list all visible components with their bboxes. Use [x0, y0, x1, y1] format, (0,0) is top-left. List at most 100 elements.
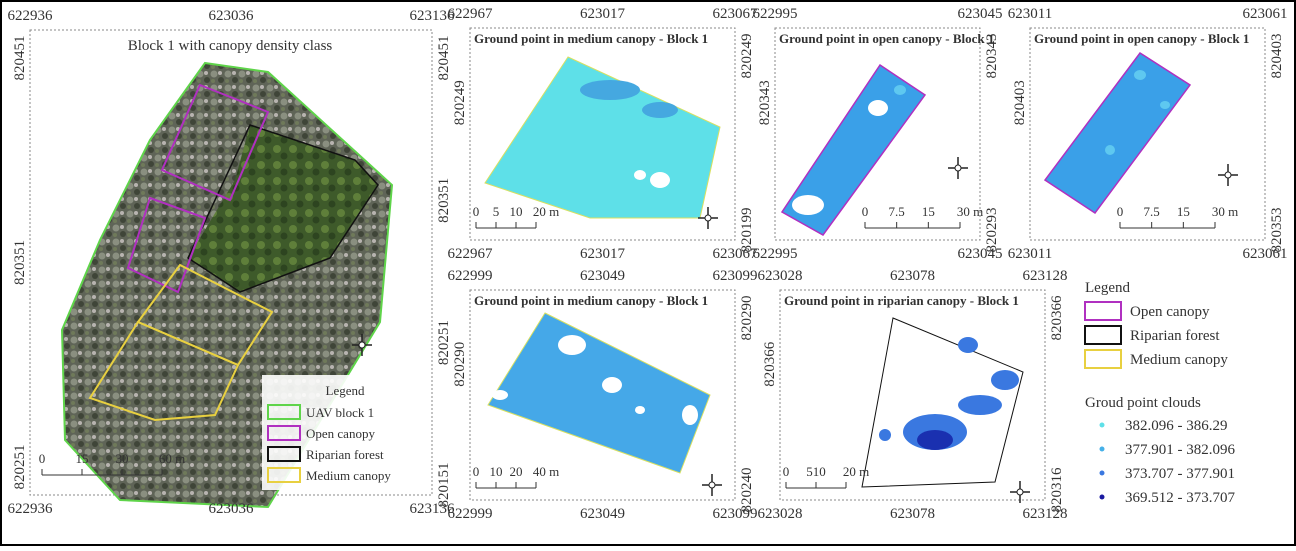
compass: [359, 342, 365, 348]
x-tick-label: 622999: [448, 506, 493, 522]
x-tick-label: 623049: [580, 268, 625, 284]
scale-label: 0: [473, 464, 480, 479]
legend-dot: [1100, 447, 1105, 452]
legend-label: 369.512 - 373.707: [1125, 490, 1235, 506]
x-tick-label: 623017: [580, 6, 626, 22]
panel-title: Ground point in medium canopy - Block 1: [474, 31, 708, 46]
map-patch: [650, 172, 670, 188]
y-tick-label: 820240: [739, 468, 755, 513]
y-tick-label: 820451: [12, 36, 28, 81]
y-tick-label: 820249: [739, 34, 755, 79]
scale-label: 20 m: [843, 464, 869, 479]
y-tick-label: 820451: [436, 36, 452, 81]
y-tick-label: 820366: [1049, 295, 1065, 341]
legend-dot: [1100, 495, 1105, 500]
legend-label: 382.096 - 386.29: [1125, 418, 1228, 434]
x-tick-label: 623036: [209, 501, 255, 517]
scale-label: 40 m: [533, 464, 559, 479]
compass: [1017, 489, 1023, 495]
x-tick-label: 623049: [580, 506, 625, 522]
legend-label: 377.901 - 382.096: [1125, 442, 1235, 458]
legend-title: Legend: [326, 383, 365, 398]
legend-dot: [1100, 471, 1105, 476]
x-tick-label: 623028: [758, 268, 803, 284]
map-patch: [958, 395, 1002, 415]
y-tick-label: 820290: [739, 296, 755, 341]
x-tick-label: 623017: [580, 246, 626, 262]
x-tick-label: 622995: [753, 6, 798, 22]
scale-label: 10: [490, 464, 503, 479]
map-patch: [1105, 145, 1115, 155]
scale-label: 30: [116, 451, 129, 466]
x-tick-label: 623078: [890, 268, 935, 284]
legend-subtitle: Groud point clouds: [1085, 395, 1201, 411]
legend-label: Riparian forest: [1130, 328, 1220, 344]
map-patch: [917, 430, 953, 450]
compass: [705, 215, 711, 221]
scale-label: 0: [1117, 204, 1124, 219]
x-tick-label: 623011: [1008, 246, 1052, 262]
scale-label: 30 m: [957, 204, 983, 219]
map-patch: [1160, 101, 1170, 109]
y-tick-label: 820343: [757, 80, 773, 125]
scale-label: 0: [783, 464, 790, 479]
scale-label: 0: [39, 451, 46, 466]
x-tick-label: 622995: [753, 246, 798, 262]
compass: [709, 482, 715, 488]
map-patch: [1134, 70, 1146, 80]
scale-label: 15: [76, 451, 89, 466]
panel-title: Ground point in riparian canopy - Block …: [784, 293, 1019, 308]
scale-label: 15: [1177, 204, 1190, 219]
legend-label: Medium canopy: [1130, 352, 1228, 368]
scale-label: 20 m: [533, 204, 559, 219]
y-tick-label: 820249: [452, 80, 468, 125]
y-tick-label: 820251: [12, 445, 28, 490]
legend-title: Legend: [1085, 280, 1130, 296]
x-tick-label: 623011: [1008, 6, 1052, 22]
y-tick-label: 820251: [436, 320, 452, 365]
x-tick-label: 623067: [713, 6, 759, 22]
map-patch: [879, 429, 891, 441]
y-tick-label: 820403: [1012, 80, 1028, 125]
map-patch: [991, 370, 1019, 390]
x-tick-label: 623099: [713, 268, 758, 284]
x-tick-label: 622967: [448, 6, 494, 22]
legend-label: UAV block 1: [306, 405, 374, 420]
legend-label: Open canopy: [1130, 304, 1210, 320]
x-tick-label: 623128: [1023, 268, 1068, 284]
y-tick-label: 820290: [452, 342, 468, 387]
x-tick-label: 623036: [209, 8, 255, 24]
map-patch: [792, 195, 824, 215]
map-patch: [642, 102, 678, 118]
x-tick-label: 622999: [448, 268, 493, 284]
panel-title: Block 1 with canopy density class: [128, 38, 333, 54]
y-tick-label: 820366: [762, 341, 778, 387]
map-patch: [580, 80, 640, 100]
legend-dot: [1100, 423, 1105, 428]
scale-label: 20: [510, 464, 523, 479]
x-tick-label: 623061: [1243, 6, 1288, 22]
scale-label: 15: [922, 204, 935, 219]
y-tick-label: 820403: [1269, 34, 1285, 79]
map-patch: [958, 337, 978, 353]
map-patch: [682, 405, 698, 425]
scale-label: 0: [862, 204, 869, 219]
y-tick-label: 820351: [436, 178, 452, 223]
scale-label: 60 m: [159, 451, 185, 466]
x-tick-label: 623045: [958, 6, 1003, 22]
map-patch: [894, 85, 906, 95]
y-tick-label: 820351: [12, 240, 28, 285]
scale-label: 7.5: [889, 204, 905, 219]
scale-label: 5: [493, 204, 500, 219]
map-patch: [635, 406, 645, 414]
scale-label: 7.5: [1144, 204, 1160, 219]
y-tick-label: 820316: [1049, 467, 1065, 513]
x-tick-label: 622936: [8, 501, 54, 517]
legend-label: Riparian forest: [306, 447, 384, 462]
panel-title: Ground point in open canopy - Block 1: [1034, 31, 1249, 46]
legend-label: Medium canopy: [306, 468, 391, 483]
map-patch: [868, 100, 888, 116]
x-tick-label: 623028: [758, 506, 803, 522]
x-tick-label: 622936: [8, 8, 54, 24]
figure: 6229366230366231366229366230366231368204…: [0, 0, 1296, 546]
